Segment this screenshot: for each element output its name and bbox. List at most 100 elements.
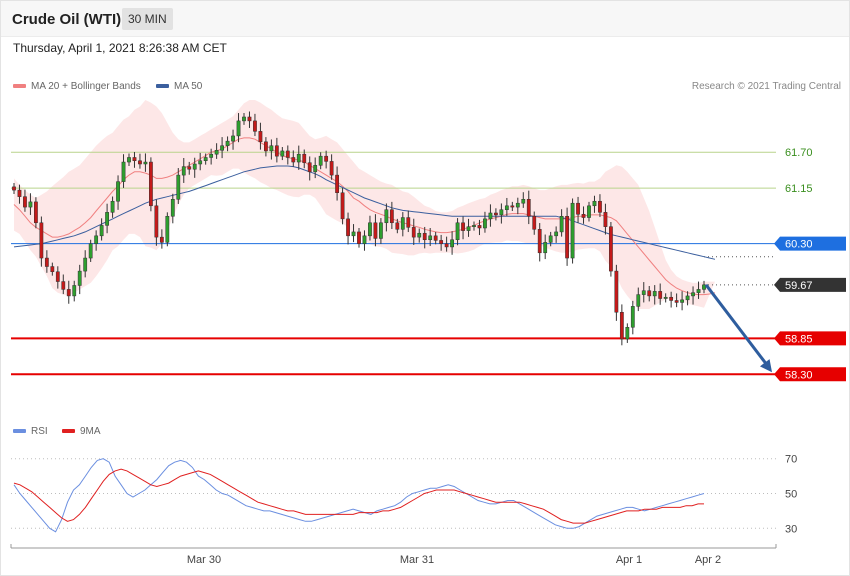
candle-body — [554, 231, 559, 237]
legend-rsi-ma: 9MA — [62, 426, 101, 437]
chart-header: Crude Oil (WTI) 30 MIN — [1, 1, 849, 37]
candle — [455, 218, 460, 246]
candle — [335, 166, 339, 201]
candle — [406, 210, 411, 233]
candle-body — [450, 239, 454, 248]
candle — [411, 218, 416, 245]
candle — [691, 286, 695, 305]
candle-body — [198, 160, 203, 165]
candle-body — [406, 217, 411, 228]
level-tag-bg — [774, 236, 846, 251]
candle-body — [603, 212, 608, 227]
candle — [220, 137, 224, 159]
candle — [477, 219, 482, 236]
candle-body — [674, 300, 679, 303]
candle-body — [121, 161, 126, 182]
candle — [428, 228, 433, 247]
candle — [296, 145, 301, 170]
candle-body — [625, 327, 630, 340]
candle-body — [280, 150, 285, 157]
candle — [44, 250, 49, 273]
candle-body — [472, 225, 476, 227]
legend-ma20: MA 20 + Bollinger Bands — [13, 81, 141, 92]
candle-body — [127, 157, 131, 163]
candle-body — [143, 161, 148, 165]
candle — [466, 218, 471, 237]
candle — [105, 203, 109, 234]
candle — [340, 188, 345, 225]
candle-body — [587, 205, 591, 218]
candle — [609, 221, 613, 277]
candle-body — [384, 209, 389, 224]
candle — [400, 212, 405, 237]
candle-body — [494, 212, 498, 216]
candle-body — [44, 257, 49, 267]
candle-body — [488, 212, 493, 220]
candle — [94, 230, 99, 251]
candle — [61, 274, 66, 295]
candle — [669, 291, 674, 308]
candle-body — [105, 212, 109, 226]
candle — [269, 139, 274, 160]
candle — [581, 206, 586, 224]
x-tick-label: Apr 2 — [695, 554, 721, 566]
candle-body — [422, 232, 427, 241]
legend-rsi-label: RSI — [31, 426, 48, 437]
candle-body — [55, 271, 60, 282]
candle-body — [335, 174, 339, 193]
candle-body — [253, 120, 257, 132]
candle — [351, 224, 356, 243]
candle — [55, 266, 60, 289]
level-label-text: 61.70 — [785, 147, 813, 159]
candle-body — [537, 229, 542, 254]
candle — [685, 291, 690, 306]
candle — [570, 198, 575, 264]
candle-body — [428, 235, 433, 241]
candle — [192, 157, 197, 178]
candle — [532, 211, 537, 235]
candle-body — [187, 166, 192, 170]
candle-body — [17, 189, 22, 197]
candle-body — [66, 289, 71, 297]
candle-body — [565, 215, 569, 259]
rsi-tick-label: 70 — [785, 454, 797, 466]
candle-body — [411, 227, 416, 238]
rsi-line — [13, 458, 705, 533]
candle — [598, 194, 602, 218]
candle-body — [269, 145, 274, 152]
legend-ma20-label: MA 20 + Bollinger Bands — [31, 81, 141, 92]
candle — [625, 323, 630, 343]
rsi-tick-label: 50 — [785, 489, 797, 501]
candle — [439, 234, 444, 251]
candle-body — [619, 311, 624, 340]
candle-body — [236, 120, 241, 137]
candle — [116, 175, 120, 210]
candle — [357, 228, 361, 248]
candle-body — [499, 209, 504, 216]
candle — [565, 207, 569, 266]
candle — [291, 150, 296, 167]
candle-body — [39, 222, 44, 259]
candle-body — [132, 157, 137, 161]
candle — [99, 218, 104, 241]
candle-body — [373, 222, 378, 239]
candle-body — [214, 150, 219, 155]
candle-body — [274, 145, 279, 157]
candle-body — [483, 218, 487, 229]
legend-ma50: MA 50 — [156, 81, 202, 92]
candle-body — [296, 153, 301, 163]
candle — [329, 154, 334, 180]
candle-body — [170, 199, 175, 217]
bollinger-band — [14, 100, 715, 309]
interval-badge[interactable]: 30 MIN — [122, 8, 173, 30]
candle — [50, 262, 55, 276]
candle-body — [61, 281, 66, 290]
candle-body — [258, 131, 263, 143]
candle — [494, 208, 498, 221]
candle — [384, 203, 389, 232]
candle — [34, 197, 38, 229]
level-tag-bg — [774, 277, 846, 292]
candle — [619, 304, 624, 346]
candle — [379, 218, 383, 244]
candle-body — [159, 236, 164, 243]
